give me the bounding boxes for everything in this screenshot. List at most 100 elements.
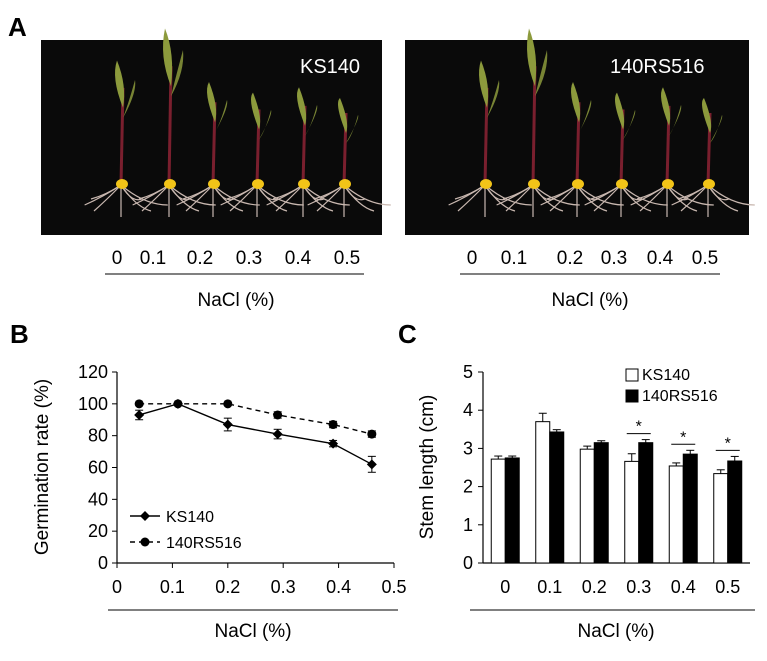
bar-ks140 [579, 448, 595, 564]
seed [208, 179, 220, 189]
data-point [134, 399, 144, 409]
dose-label: 0.4 [647, 248, 674, 269]
seed [164, 179, 176, 189]
ks140-dose-labels: 0 0.1 0.2 0.3 0.4 0.5 [112, 248, 361, 269]
seed [116, 179, 128, 189]
data-point [367, 429, 377, 439]
panel-b-letter: B [10, 319, 29, 349]
leaf [702, 98, 712, 133]
x-tick-label: 0.1 [160, 577, 185, 597]
seed [616, 179, 628, 189]
140rs516-seedling [540, 81, 624, 217]
y-tick-label: 4 [463, 400, 473, 420]
data-point [328, 420, 338, 430]
140rs516-seedling [496, 28, 580, 217]
data-point [328, 438, 339, 449]
x-tick-label: 0.4 [671, 577, 696, 597]
series-line [138, 403, 373, 465]
seed [298, 179, 310, 189]
140rs516-dose-labels: 0 0.1 0.2 0.3 0.4 0.5 [467, 248, 719, 269]
seed [480, 179, 492, 189]
y-tick-label: 100 [78, 394, 108, 414]
seed [572, 179, 584, 189]
leaf [207, 81, 217, 123]
dose-label: 0.4 [285, 248, 312, 269]
bar-ks140 [490, 458, 506, 564]
dose-label: 0 [112, 248, 123, 269]
category-group: 0 [490, 455, 520, 597]
data-point [222, 419, 233, 430]
significance-mark: * [636, 419, 642, 436]
seed [662, 179, 674, 189]
germination-chart: 0 20 40 60 80 100 120 0 0.1 0.2 0.3 0.4 0.5 NaCl (%) G… [32, 362, 407, 642]
leaf [123, 80, 136, 118]
seed [703, 179, 715, 189]
leaf [487, 80, 500, 118]
bar-140rs516 [504, 457, 520, 564]
y-tick-label: 2 [463, 477, 473, 497]
series-ks140 [134, 398, 377, 473]
leaf [163, 28, 173, 87]
bar-ks140 [535, 421, 551, 564]
140rs516-nacl-label: NaCl (%) [551, 290, 628, 311]
x-tick-label: 0.5 [381, 577, 406, 597]
140rs516-seedling [630, 87, 714, 217]
stem [167, 66, 173, 186]
legend-swatch [625, 368, 639, 382]
seed [252, 179, 264, 189]
dose-label: 0.2 [187, 248, 213, 269]
legend: KS140 140RS516 [625, 367, 718, 405]
dose-label: 0.3 [601, 248, 627, 269]
series-140rs516 [134, 399, 377, 439]
leaf [535, 49, 548, 97]
data-point [272, 429, 283, 440]
y-tick-label: 0 [98, 553, 108, 573]
y-tick-label: 80 [88, 426, 108, 446]
photo-140rs516-label: 140RS516 [610, 56, 705, 78]
y-tick-label: 5 [463, 362, 473, 382]
y-tick-label: 120 [78, 362, 108, 382]
leaf [661, 87, 671, 126]
legend-marker [140, 511, 150, 521]
leaf [479, 60, 489, 108]
x-tick-label: 0.2 [582, 577, 607, 597]
x-tick-label: 0.3 [271, 577, 296, 597]
photo-ks140-label: KS140 [300, 56, 360, 78]
bar-ks140 [624, 460, 640, 564]
x-tick-label: 0.5 [715, 577, 740, 597]
x-axis-label: NaCl (%) [214, 621, 291, 642]
ks140-seedling [307, 98, 391, 217]
legend-swatch [625, 389, 639, 403]
x-tick-label: 0 [500, 577, 510, 597]
category-group: 0.4 * [668, 429, 698, 597]
category-group: 0.3 * [624, 419, 654, 597]
y-tick-label: 3 [463, 438, 473, 458]
stem-length-chart: 0 1 2 3 4 5 0 0.1 0.2 0.3 * 0.4 * 0.5 * NaCl (%) Stem le… [417, 362, 755, 642]
ks140-nacl-label: NaCl (%) [197, 290, 274, 311]
y-axis-label: Stem length (cm) [417, 395, 438, 540]
bar-ks140 [668, 465, 684, 564]
x-tick-label: 0.4 [326, 577, 351, 597]
ks140-seedling [220, 92, 304, 217]
dose-label: 0.2 [557, 248, 583, 269]
category-group: 0.5 * [713, 435, 743, 597]
140rs516-seedlings [448, 28, 755, 217]
leaf [171, 49, 184, 97]
seed [528, 179, 540, 189]
photo-140rs516: 140RS516 [405, 28, 755, 235]
dose-label: 0.1 [140, 248, 166, 269]
data-point [366, 459, 377, 470]
bar-140rs516 [727, 460, 743, 564]
x-axis-label: NaCl (%) [577, 621, 654, 642]
legend-label: KS140 [166, 509, 214, 526]
leaf [115, 60, 125, 108]
data-point [134, 409, 145, 420]
leaf [251, 92, 261, 130]
x-tick-label: 0 [112, 577, 122, 597]
leaf [615, 92, 625, 130]
data-point [273, 410, 283, 420]
dose-label: 0.1 [501, 248, 527, 269]
x-tick-label: 0.2 [215, 577, 240, 597]
bar-140rs516 [682, 453, 698, 564]
